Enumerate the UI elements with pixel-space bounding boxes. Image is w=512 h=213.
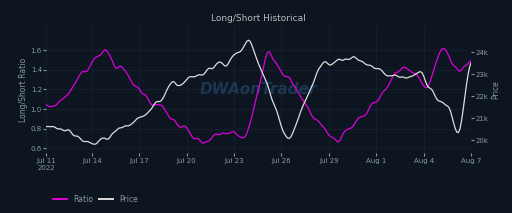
Y-axis label: Price: Price (491, 80, 500, 99)
Text: DWAonTrader: DWAonTrader (200, 82, 317, 97)
Legend: Ratio, Price: Ratio, Price (50, 192, 141, 207)
Y-axis label: Long/Short Ratio: Long/Short Ratio (19, 57, 28, 122)
Title: Long/Short Historical: Long/Short Historical (211, 14, 306, 23)
